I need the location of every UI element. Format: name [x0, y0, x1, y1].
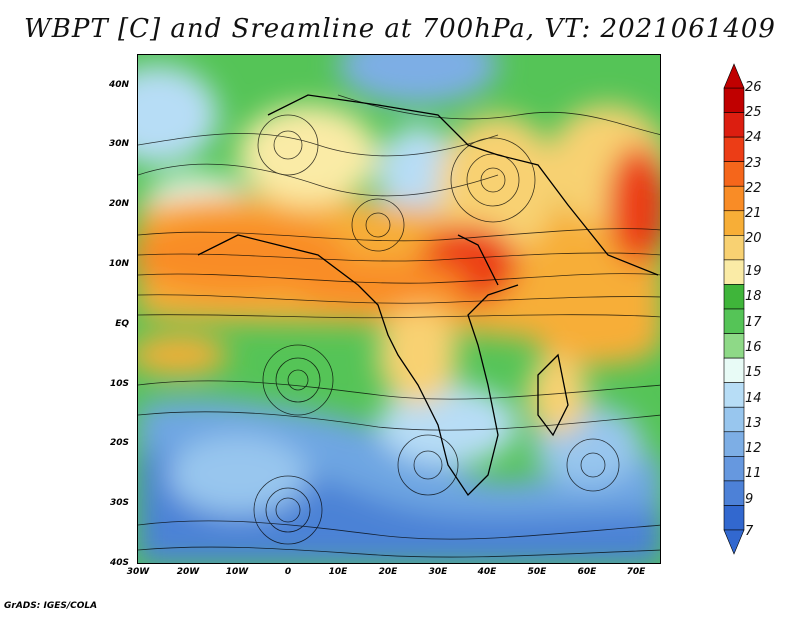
credit-text: GrADS: IGES/COLA	[4, 601, 98, 611]
colorbar-label: 14	[745, 391, 762, 406]
lon-label: 50E	[527, 567, 547, 577]
colorbar-label: 9	[745, 492, 754, 507]
colorbar-segment	[723, 431, 745, 457]
colorbar-segment	[723, 382, 745, 408]
colorbar-segment	[723, 161, 745, 187]
colorbar-label: 15	[745, 365, 762, 380]
lon-label: 30W	[126, 567, 150, 577]
colorbar-segment	[723, 185, 745, 212]
colorbar-segment	[723, 235, 745, 261]
colorbar-bottom-arrow	[723, 529, 745, 555]
colorbar-segment	[723, 112, 745, 138]
colorbar-segment	[723, 87, 745, 113]
lon-label: 30E	[428, 567, 448, 577]
lat-label: 30N	[108, 139, 129, 149]
colorbar-label: 13	[745, 416, 762, 431]
colorbar-label: 7	[745, 524, 754, 539]
colorbar-label: 22	[745, 181, 762, 196]
colorbar-label: 23	[745, 156, 762, 171]
lat-label: 20S	[109, 438, 129, 448]
lon-label: 70E	[626, 567, 646, 577]
lat-label: 30S	[109, 498, 129, 508]
colorbar	[723, 63, 745, 555]
lon-label: 20E	[378, 567, 398, 577]
lat-label: 40S	[109, 558, 129, 568]
colorbar-label: 24	[745, 130, 762, 145]
colorbar-segment	[723, 308, 745, 334]
lon-label: 60E	[577, 567, 597, 577]
colorbar-label: 21	[745, 206, 762, 221]
colorbar-label: 19	[745, 264, 762, 279]
colorbar-label: 20	[745, 231, 762, 246]
colorbar-segment	[723, 505, 745, 531]
map-title: WBPT [C] and Sreamline at 700hPa, VT: 20…	[24, 14, 776, 44]
colorbar-label: 17	[745, 315, 762, 330]
colorbar-label: 25	[745, 105, 762, 120]
colorbar-label: 11	[745, 466, 762, 481]
colorbar-label: 26	[745, 80, 762, 95]
colorbar-label: 12	[745, 441, 762, 456]
lat-label: 10N	[108, 259, 129, 269]
lon-label: 20W	[176, 567, 200, 577]
colorbar-segment	[723, 406, 745, 433]
wbpt-field	[138, 55, 660, 563]
colorbar-segment	[723, 480, 745, 506]
colorbar-label: 18	[745, 289, 762, 304]
colorbar-segment	[723, 284, 745, 310]
lon-label: 40E	[477, 567, 497, 577]
colorbar-segment	[723, 333, 745, 359]
map-panel	[137, 54, 661, 564]
lat-label: EQ	[115, 319, 129, 329]
lat-label: 20N	[108, 199, 129, 209]
lon-label: 0	[284, 567, 292, 577]
lat-label: 10S	[109, 379, 129, 389]
colorbar-segment	[723, 357, 745, 383]
colorbar-segment	[723, 136, 745, 162]
colorbar-label: 16	[745, 340, 762, 355]
colorbar-top-arrow	[723, 63, 745, 89]
lon-label: 10E	[328, 567, 348, 577]
lat-label: 40N	[108, 80, 129, 90]
colorbar-segment	[723, 210, 745, 236]
lon-label: 10W	[225, 567, 249, 577]
colorbar-segment	[723, 456, 745, 482]
colorbar-segment	[723, 259, 745, 285]
